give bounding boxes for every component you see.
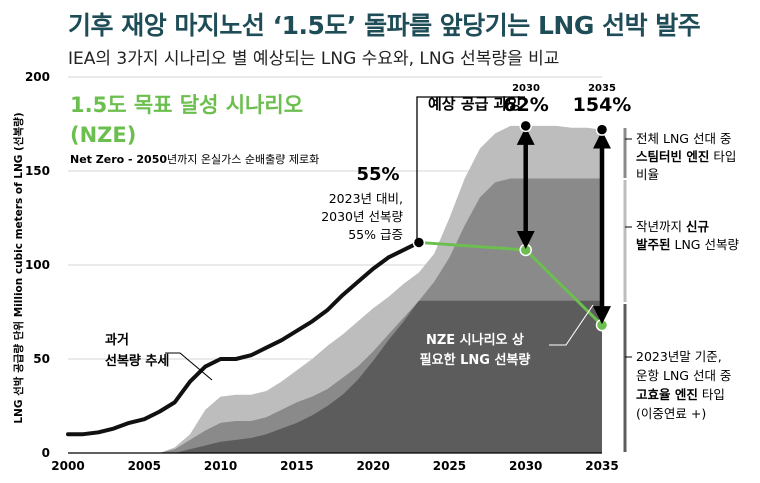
area-efficient-engine: [174, 300, 603, 453]
legend-efficient-1: 2023년말 기준,: [636, 349, 722, 364]
x-tick-label: 2030: [509, 459, 542, 473]
pct-2023-label: 55%: [356, 164, 399, 185]
scenario-description-bold: Net Zero - 2050: [70, 153, 167, 166]
y-tick-label: 100: [25, 258, 50, 272]
legend-efficient-3: 고효율 엔진 타입: [636, 387, 725, 402]
marker-point: [412, 236, 426, 249]
marker-point: [519, 119, 532, 133]
scenario-description-rest: 년까지 온실가스 순배출량 제로화: [167, 153, 319, 166]
x-tick-label: 2015: [280, 459, 313, 473]
label-2030: 2030: [512, 83, 540, 94]
legend-efficient-rest: 타입: [698, 387, 725, 402]
nze-need-label-2: 필요한 LNG 선복량: [420, 352, 531, 368]
y-tick-label: 150: [25, 164, 50, 178]
legend-new-pre: 작년까지: [636, 219, 686, 234]
pct-2023-note-1: 2023년 대비,: [329, 191, 403, 206]
x-tick-label: 2010: [204, 459, 237, 473]
legend-efficient-4: (이중연료 +): [636, 406, 706, 421]
history-label-2: 선복량 추세: [105, 353, 169, 369]
legend-steam-bold: 스팀터빈 엔진: [636, 149, 709, 164]
pct-2035-label: 154%: [573, 94, 632, 116]
legend-steam-2: 스팀터빈 엔진 타입: [636, 149, 736, 164]
x-tick-label: 2020: [356, 459, 389, 473]
legend-steam-3: 비율: [636, 167, 659, 182]
legend-new-bold2: 발주된: [636, 237, 671, 252]
scenario-description: Net Zero - 2050년까지 온실가스 순배출량 제로화: [70, 153, 319, 166]
legend-new-rest: LNG 선복량: [671, 237, 740, 252]
oversupply-bracket: [416, 96, 525, 240]
y-tick-label: 0: [42, 446, 50, 460]
nze-leader-line: [549, 304, 594, 346]
legend-new-1: 작년까지 신규: [636, 219, 709, 234]
pct-2023-note-2: 2030년 선복량: [321, 209, 403, 224]
label-2035: 2035: [588, 83, 616, 94]
x-tick-label: 2035: [585, 459, 618, 473]
page-subtitle: IEA의 3가지 시나리오 별 예상되는 LNG 수요와, LNG 선복량을 비…: [68, 49, 560, 69]
legend-efficient-bold: 고효율 엔진: [636, 387, 698, 402]
legend-steam-rest: 타입: [709, 149, 736, 164]
pct-2023-note-3: 55% 급증: [348, 227, 403, 242]
history-label-1: 과거: [105, 333, 129, 348]
legend-new-2: 발주된 LNG 선복량: [636, 237, 739, 252]
y-tick-label: 50: [33, 352, 50, 366]
scenario-title: 1.5도 목표 달성 시나리오: [70, 93, 303, 117]
scenario-title-abbr: (NZE): [70, 123, 136, 147]
legend-efficient-2: 운항 LNG 선대 중: [636, 368, 731, 383]
x-tick-label: 2025: [433, 459, 466, 473]
legend-new-bold: 신규: [686, 219, 710, 234]
page-title: 기후 재앙 마지노선 ‘1.5도’ 돌파를 앞당기는 LNG 선박 발주: [68, 11, 701, 40]
x-tick-label: 2000: [51, 459, 84, 473]
x-tick-label: 2005: [128, 459, 161, 473]
pct-2030-label: 62%: [503, 94, 548, 116]
marker-point: [595, 123, 609, 136]
y-axis-title: LNG 선박 공급량 단위 Million cubic meters of LN…: [12, 112, 25, 423]
history-leader-line: [165, 352, 213, 381]
nze-point: [595, 318, 609, 332]
nze-need-label-1: NZE 시나리오 상: [426, 332, 524, 348]
oversupply-label: 예상 공급 과잉: [428, 95, 521, 113]
legend-steam-1: 전체 LNG 선대 중: [636, 131, 731, 146]
nze-point: [519, 243, 532, 257]
history-line: [66, 240, 421, 437]
y-tick-label: 200: [25, 70, 50, 84]
